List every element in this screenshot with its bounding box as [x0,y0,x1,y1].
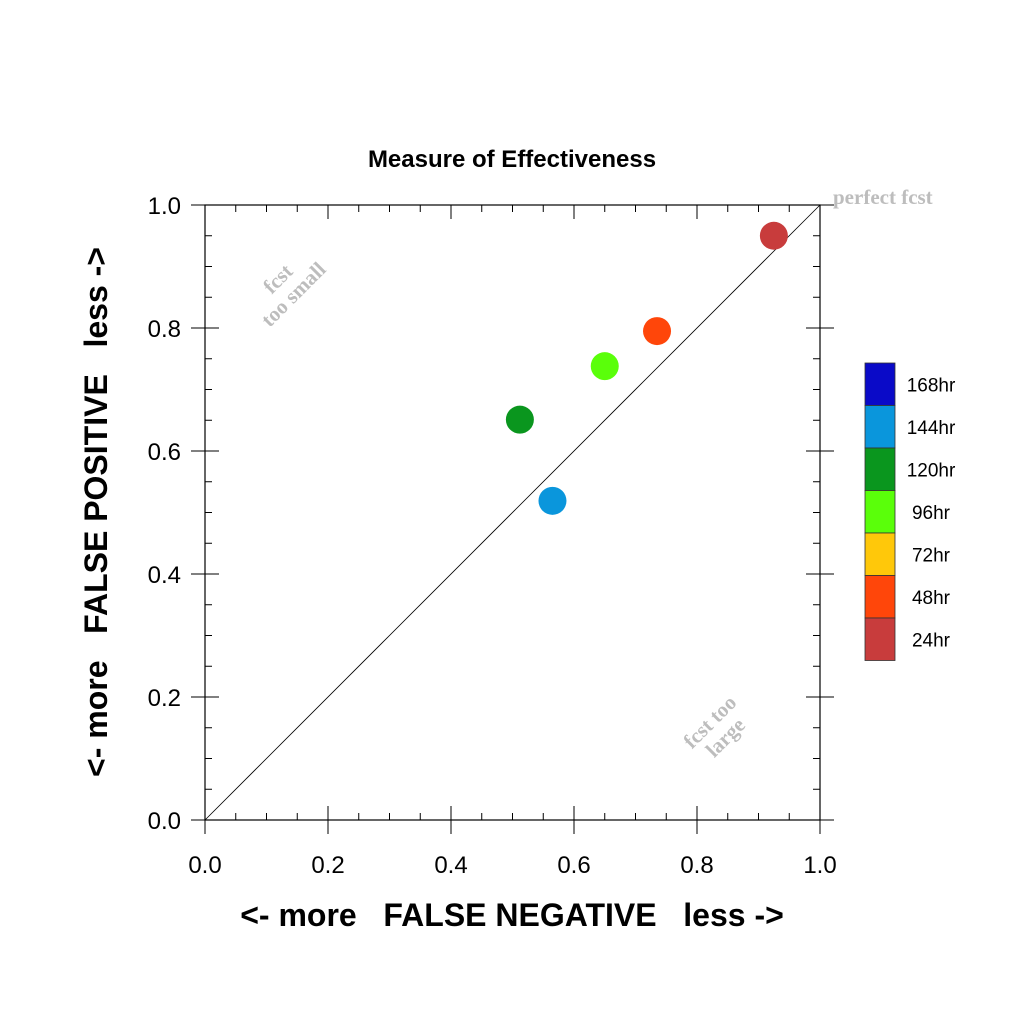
plot-frame [204,204,821,821]
legend-swatch-96hr [864,490,896,534]
x-tick-label: 0.6 [557,852,590,879]
legend-swatch-168hr [864,362,896,406]
data-point-120hr [505,405,534,434]
legend-label-168hr: 168hr [907,375,956,396]
y-tick-label: 0.4 [148,562,181,589]
annotation-perfect-fcst: perfect fcst [833,185,933,209]
y-tick-label: 1.0 [148,193,181,220]
diagonal-line [204,204,821,821]
data-point-48hr [643,317,672,346]
x-tick-label: 0.8 [680,852,713,879]
legend-swatch-48hr [864,575,896,619]
annotation-too-small: fcst too small [256,257,330,331]
legend-label-72hr: 72hr [912,545,951,566]
legend-label-144hr: 144hr [907,418,956,439]
legend-swatch-72hr [864,532,896,576]
y-axis-title: <- more FALSE POSITIVE less -> [78,247,114,777]
legend-swatch-24hr [864,617,896,661]
legend-label-48hr: 48hr [912,588,951,609]
y-tick-label: 0.2 [148,685,181,712]
y-tick-label: 0.0 [148,808,181,835]
x-tick-label: 0.4 [434,852,467,879]
x-axis-title: <- more FALSE NEGATIVE less -> [240,897,784,933]
legend-label-24hr: 24hr [912,630,951,651]
y-tick-label: 0.8 [148,316,181,343]
y-tick-label: 0.6 [148,439,181,466]
data-point-96hr [590,352,619,381]
x-tick-label: 0.2 [311,852,344,879]
x-tick-label: 1.0 [803,852,836,879]
legend: 168hr 144hr 120hr 96hr 72hr 48hr 24hr [864,362,956,661]
legend-label-96hr: 96hr [912,503,951,524]
x-tick-label: 0.0 [188,852,221,879]
annotation-too-small-line2: too small [256,257,330,331]
legend-swatch-144hr [864,405,896,449]
plot-area: 0.0 0.2 0.4 0.6 0.8 1.0 0.0 0.2 0.4 0.6 0.8 1.0 [148,193,837,879]
legend-label-120hr: 120hr [907,460,956,481]
legend-swatch-120hr [864,447,896,491]
annotation-too-large: fcst too large [678,690,749,761]
data-point-24hr [759,221,788,250]
data-point-144hr [538,486,567,515]
chart-title: Measure of Effectiveness [368,146,656,173]
